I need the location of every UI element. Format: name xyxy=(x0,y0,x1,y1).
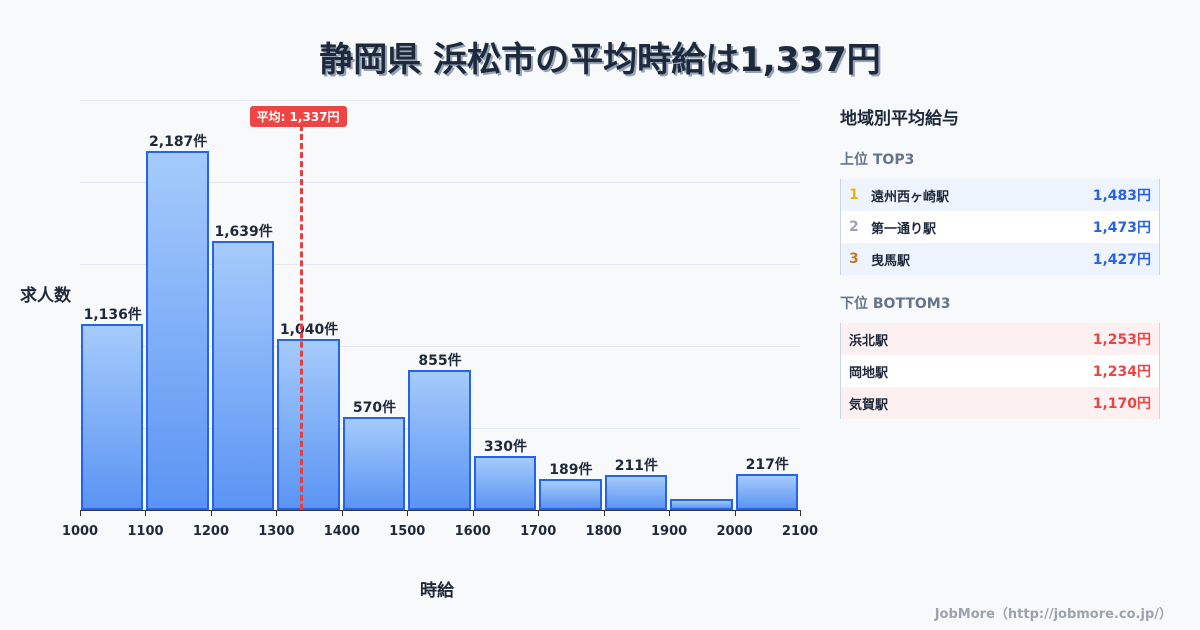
x-tick xyxy=(538,510,540,516)
panel-title: 地域別平均給与 xyxy=(840,109,959,129)
station-name: 第一通り駅 xyxy=(871,221,937,237)
x-axis-label: 時給 xyxy=(420,581,454,601)
x-tick-label: 1900 xyxy=(650,524,688,539)
bar-label: 217件 xyxy=(745,457,789,474)
bar xyxy=(539,479,602,510)
x-tick-label: 1400 xyxy=(323,524,360,539)
y-axis-label: 求人数 xyxy=(20,286,71,306)
top3-table: 1 遠州西ヶ崎駅 1,483円 2 第一通り駅 1,473円 3 曳馬駅 1,427円 xyxy=(840,179,1160,275)
gridline xyxy=(80,264,800,265)
station-name: 浜北駅 xyxy=(849,333,889,349)
gridline xyxy=(80,182,800,183)
bar-label: 2,187件 xyxy=(149,134,208,151)
x-tick xyxy=(210,510,212,516)
x-tick-label: 1000 xyxy=(61,524,99,539)
rank-number: 1 xyxy=(849,187,859,203)
rank-number: 3 xyxy=(849,251,859,267)
x-tick-label: 1700 xyxy=(520,524,557,539)
x-tick-label: 2100 xyxy=(781,524,819,539)
x-axis xyxy=(80,510,800,511)
bar xyxy=(473,455,537,510)
x-tick xyxy=(669,510,671,516)
x-tick xyxy=(407,510,409,516)
bar-label: 1,040件 xyxy=(279,322,339,339)
ranking-row: 2 第一通り駅 1,473円 xyxy=(841,211,1159,243)
x-tick xyxy=(603,510,605,516)
x-tick xyxy=(472,510,474,516)
x-tick-label: 1100 xyxy=(127,524,164,539)
average-wage: 1,234円 xyxy=(1092,364,1151,380)
x-tick-label: 1500 xyxy=(389,524,426,539)
bar xyxy=(81,323,144,510)
x-tick xyxy=(276,510,278,516)
station-name: 曳馬駅 xyxy=(871,253,911,269)
histogram-chart: 1,136件 2,187件 1,639件 1,040件 570件 855件 330件 189件… xyxy=(80,100,800,511)
x-tick xyxy=(734,510,736,516)
x-tick-label: 1800 xyxy=(585,524,622,539)
x-tick-label: 2000 xyxy=(716,524,753,539)
average-wage: 1,473円 xyxy=(1092,220,1151,236)
bar-label: 570件 xyxy=(352,399,397,416)
bar-label: 330件 xyxy=(483,438,528,455)
bar-label: 1,136件 xyxy=(83,306,142,323)
x-tick-label: 1200 xyxy=(192,524,229,539)
top3-title: 上位 TOP3 xyxy=(840,152,915,168)
bar-label: 211件 xyxy=(614,458,658,475)
bottom3-title: 下位 BOTTOM3 xyxy=(840,296,951,312)
average-line xyxy=(299,125,303,510)
bar xyxy=(408,369,471,510)
page-title: 静岡県 浜松市の平均時給は1,337円 xyxy=(319,40,881,80)
bar xyxy=(604,475,668,510)
x-tick xyxy=(145,510,147,516)
station-name: 岡地駅 xyxy=(849,365,889,381)
ranking-row: 3 曳馬駅 1,427円 xyxy=(841,243,1159,275)
bar xyxy=(277,339,340,510)
average-wage: 1,253円 xyxy=(1092,332,1151,348)
bar xyxy=(670,499,733,510)
footer-credit: JobMore（http://jobmore.co.jp/） xyxy=(934,607,1172,622)
bottom3-table: 浜北駅 1,253円岡地駅 1,234円気賀駅 1,170円 xyxy=(840,323,1160,419)
bar-label: 189件 xyxy=(549,462,593,478)
station-name: 気賀駅 xyxy=(849,397,889,413)
ranking-row: 1 遠州西ヶ崎駅 1,483円 xyxy=(841,179,1159,211)
bar-label: 1,639件 xyxy=(214,224,273,241)
x-tick-label: 1600 xyxy=(454,524,491,539)
average-wage: 1,170円 xyxy=(1092,396,1151,412)
bar xyxy=(211,241,275,510)
bar-label: 855件 xyxy=(418,352,462,369)
rank-number: 2 xyxy=(849,219,859,235)
bar xyxy=(342,416,406,510)
x-tick xyxy=(341,510,343,516)
ranking-row: 気賀駅 1,170円 xyxy=(841,387,1159,419)
ranking-row: 岡地駅 1,234円 xyxy=(841,355,1159,387)
gridline xyxy=(80,346,800,347)
bar xyxy=(735,474,798,510)
average-badge: 平均: 1,337円 xyxy=(249,106,347,127)
x-tick xyxy=(800,510,801,516)
bar xyxy=(146,151,209,510)
ranking-row: 浜北駅 1,253円 xyxy=(841,323,1159,355)
average-wage: 1,483円 xyxy=(1092,188,1151,204)
average-wage: 1,427円 xyxy=(1092,252,1151,268)
x-tick-label: 1300 xyxy=(258,524,295,539)
gridline xyxy=(80,100,800,101)
x-tick xyxy=(80,510,81,516)
station-name: 遠州西ヶ崎駅 xyxy=(871,189,950,205)
regional-salary-panel: 地域別平均給与 上位 TOP3 1 遠州西ヶ崎駅 1,483円 2 第一通り駅 1,473… xyxy=(840,104,1162,437)
